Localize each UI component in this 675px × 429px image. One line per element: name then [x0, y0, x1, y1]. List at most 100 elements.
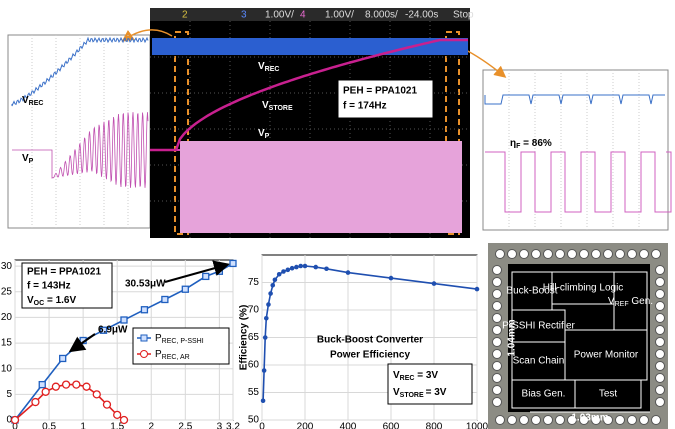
pad — [640, 416, 649, 425]
scope-header-text: 1.00V/ — [265, 10, 294, 21]
pad — [604, 250, 613, 259]
pad — [656, 386, 665, 395]
data-point — [303, 264, 308, 269]
data-point — [12, 417, 19, 424]
info-text: f = 174Hz — [343, 101, 387, 112]
pad — [493, 386, 502, 395]
pad — [493, 338, 502, 347]
block-label: Bias Gen. — [522, 389, 566, 400]
pad — [508, 416, 517, 425]
data-point — [273, 277, 278, 282]
data-point — [114, 411, 121, 418]
data-point — [121, 417, 128, 424]
data-point — [42, 388, 49, 395]
annotation: Buck-Boost Converter — [317, 335, 423, 346]
block-label: Test — [599, 389, 618, 400]
scope-header-text: 8.000s/ — [365, 10, 398, 21]
data-point — [389, 276, 394, 281]
data-point — [277, 272, 282, 277]
pad — [556, 250, 565, 259]
pad — [656, 266, 665, 275]
annotation: 30.53μW — [125, 279, 166, 290]
data-point — [270, 283, 275, 288]
data-point — [298, 264, 303, 269]
data-point — [103, 401, 110, 408]
pad — [656, 350, 665, 359]
data-point — [290, 266, 295, 271]
pad — [496, 250, 505, 259]
data-point — [294, 265, 299, 270]
x-tick-label: 3.2 — [226, 422, 240, 429]
y-tick-label: 5 — [6, 389, 12, 400]
figure: 231.00V/41.00V/8.000s/-24.00sStopVRECVST… — [0, 0, 675, 429]
data-point — [432, 281, 437, 286]
pad — [532, 250, 541, 259]
data-point — [324, 266, 329, 271]
y-tick-label: 30 — [1, 261, 13, 272]
pad — [556, 416, 565, 425]
data-point — [83, 383, 90, 390]
data-point — [230, 260, 236, 266]
pad — [656, 374, 665, 383]
data-point — [268, 291, 273, 296]
pad — [508, 250, 517, 259]
dimension: 1.03mm — [571, 413, 608, 424]
y-axis-label: Efficiency (%) — [239, 305, 250, 371]
pad — [592, 250, 601, 259]
x-tick-label: 0.5 — [42, 422, 56, 429]
pad — [520, 250, 529, 259]
data-point — [162, 296, 168, 302]
data-point — [93, 391, 100, 398]
pad — [652, 250, 661, 259]
y-tick-label: 15 — [1, 338, 13, 349]
vp-trace — [180, 141, 462, 233]
data-point — [63, 381, 70, 388]
pad — [656, 278, 665, 287]
x-tick-label: 3 — [217, 422, 223, 429]
scope-header-text: 4 — [300, 10, 306, 21]
data-point — [216, 268, 222, 274]
data-point — [60, 355, 66, 361]
scope-header-text: 2 — [182, 10, 188, 21]
data-point — [262, 368, 267, 373]
pad — [656, 398, 665, 407]
legend-marker — [141, 351, 148, 358]
x-tick-label: 1 — [80, 422, 86, 429]
pad — [640, 250, 649, 259]
data-point — [52, 383, 59, 390]
pad — [616, 250, 625, 259]
annotation: PEH = PPA1021 — [27, 267, 101, 278]
data-point — [263, 335, 268, 340]
pad — [493, 290, 502, 299]
pad — [616, 416, 625, 425]
right-zoom-panel — [483, 70, 668, 230]
pad — [493, 314, 502, 323]
annotation: f = 143Hz — [27, 281, 71, 292]
pad — [656, 326, 665, 335]
pad — [493, 302, 502, 311]
pad — [628, 416, 637, 425]
data-point — [203, 273, 209, 279]
pad — [628, 250, 637, 259]
pad — [544, 416, 553, 425]
y-tick-label: 20 — [1, 312, 13, 323]
scope-header-text: 3 — [241, 10, 247, 21]
scope-header-text: Stop — [453, 10, 474, 21]
data-point — [286, 268, 291, 273]
block-label: Hill-climbing Logic — [543, 283, 624, 294]
block-label: Power Monitor — [574, 350, 639, 361]
pad — [493, 266, 502, 275]
x-tick-label: 2 — [148, 422, 154, 429]
pad — [656, 290, 665, 299]
pad — [652, 416, 661, 425]
pad — [493, 374, 502, 383]
annotation: 6.9μW — [98, 325, 128, 336]
y-tick-label: 25 — [1, 286, 13, 297]
pad — [568, 250, 577, 259]
data-point — [264, 316, 269, 321]
data-point — [121, 317, 127, 323]
scope-header-text: 1.00V/ — [325, 10, 354, 21]
x-tick-label: 600 — [383, 422, 400, 429]
data-point — [182, 286, 188, 292]
pad — [656, 338, 665, 347]
